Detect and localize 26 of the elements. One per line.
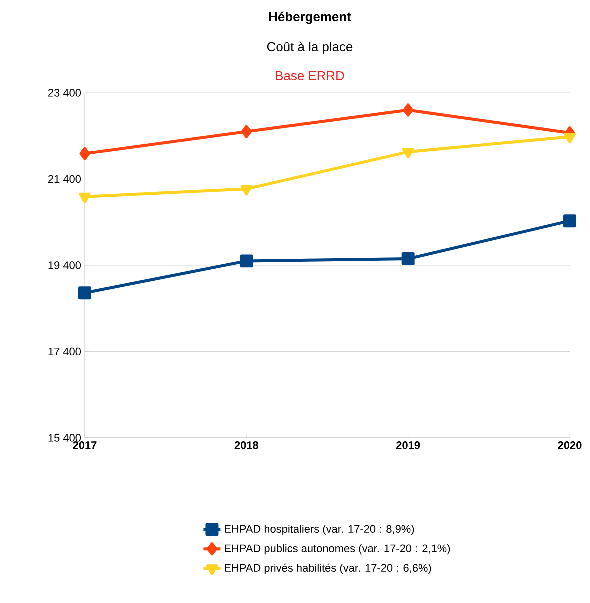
chart-title: Hébergement <box>269 12 352 24</box>
x-tick-label: 2017 <box>73 442 97 450</box>
x-tick-label: 2020 <box>558 442 582 450</box>
point <box>79 192 91 204</box>
point <box>403 104 414 117</box>
y-tick-label: 17 400 <box>48 348 82 356</box>
legend-label: EHPAD privés habilités (var. 17-20 : 6,6%) <box>225 564 432 574</box>
point <box>402 252 415 266</box>
legend-label: EHPAD hospitaliers (var. 17-20 : 8,9%) <box>225 524 414 536</box>
point <box>241 125 252 138</box>
y-tick-label: 23 400 <box>48 89 82 97</box>
point <box>80 147 90 160</box>
point <box>78 286 92 300</box>
y-tick-label: 21 400 <box>48 175 82 184</box>
point <box>564 132 576 144</box>
point <box>402 148 414 159</box>
chart-subtitle: Coût à la place <box>267 42 353 54</box>
x-tick-label: 2018 <box>234 442 259 450</box>
y-tick-label: 15 400 <box>48 434 82 442</box>
legend-label: EHPAD publics autonomes (var. 17-20 : 2,1%) <box>225 544 450 555</box>
point <box>564 214 576 228</box>
point <box>240 185 252 196</box>
text: Base ERRD <box>276 71 344 81</box>
y-tick-label: 19 400 <box>48 262 82 270</box>
x-tick-label: 2019 <box>396 442 420 450</box>
point <box>240 254 254 268</box>
